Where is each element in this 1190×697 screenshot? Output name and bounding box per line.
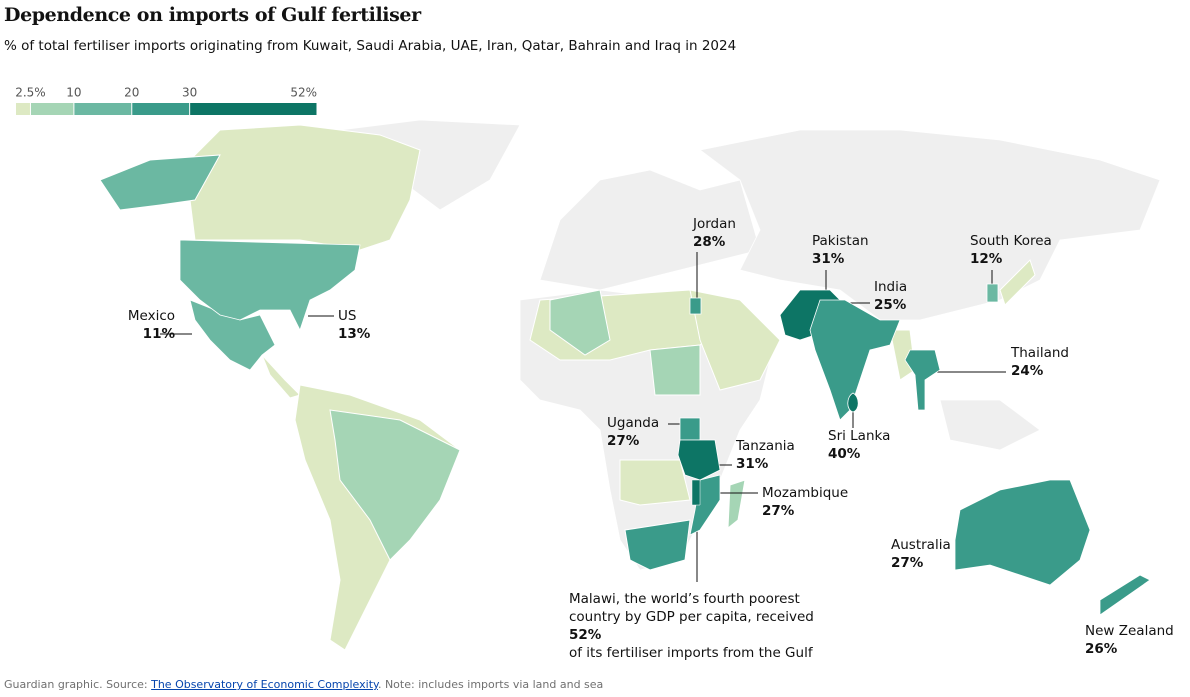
country <box>179 239 361 332</box>
base-land <box>99 119 1161 651</box>
country-label: South Korea <box>970 233 1052 249</box>
annotation-text: of its fertiliser imports from the Gulf <box>569 645 813 661</box>
country-label: Tanzania <box>735 438 795 454</box>
legend-tick-label: 20 <box>124 86 139 100</box>
annotation: Malawi, the world’s fourth poorest count… <box>569 590 819 662</box>
legend-swatch <box>16 103 31 115</box>
legend-swatch <box>131 103 190 115</box>
title: Dependence on imports of Gulf fertiliser <box>4 4 421 26</box>
country-label: Sri Lanka <box>828 428 890 444</box>
country-label: New Zealand <box>1085 623 1174 639</box>
country-value: 27% <box>607 433 640 449</box>
country <box>986 283 999 303</box>
country-value: 12% <box>970 251 1003 267</box>
country-value: 31% <box>812 251 845 267</box>
country-value: 28% <box>693 234 726 250</box>
legend-tick-label: 30 <box>182 86 197 100</box>
country-label: Jordan <box>692 216 736 232</box>
footer: Guardian graphic. Source: The Observator… <box>4 678 603 691</box>
footer-prefix: Guardian graphic. Source: <box>4 678 148 691</box>
country <box>809 299 901 421</box>
country <box>679 417 701 441</box>
legend-swatch <box>189 103 317 115</box>
country-label: Mozambique <box>762 485 848 501</box>
annotation-text: Malawi, the world’s fourth poorest count… <box>569 591 814 625</box>
country <box>847 392 859 413</box>
country <box>904 349 941 411</box>
country-label: India <box>874 279 907 295</box>
country-value: 24% <box>1011 363 1044 379</box>
country-value: 40% <box>828 446 861 462</box>
country-value: 13% <box>338 326 371 342</box>
source-link[interactable]: The Observatory of Economic Complexity <box>151 678 378 691</box>
country-value: 27% <box>891 555 924 571</box>
legend-tick-label: 10 <box>66 86 81 100</box>
country-value: 31% <box>736 456 769 472</box>
subtitle: % of total fertiliser imports originatin… <box>4 38 737 54</box>
legend-swatch <box>73 103 132 115</box>
annotation-value: 52% <box>569 627 602 643</box>
country <box>1099 574 1151 616</box>
legend-tick-label: 52% <box>290 86 317 100</box>
country <box>691 479 701 506</box>
country <box>689 297 702 315</box>
country <box>689 474 721 536</box>
country-label: Uganda <box>607 415 659 431</box>
country-value: 27% <box>762 503 795 519</box>
country <box>189 299 276 371</box>
country-value: 26% <box>1085 641 1118 657</box>
legend-swatch <box>30 103 74 115</box>
legend-tick-label: 2.5% <box>15 86 46 100</box>
country <box>954 479 1091 586</box>
country-value: 25% <box>874 297 907 313</box>
footer-note: . Note: includes imports via land and se… <box>377 678 604 691</box>
country-label: Pakistan <box>812 233 869 249</box>
country-label: Thailand <box>1010 345 1069 361</box>
country-label: US <box>338 308 356 324</box>
country-value: 11% <box>143 326 176 342</box>
country-label: Mexico <box>128 308 175 324</box>
country-label: Australia <box>891 537 951 553</box>
